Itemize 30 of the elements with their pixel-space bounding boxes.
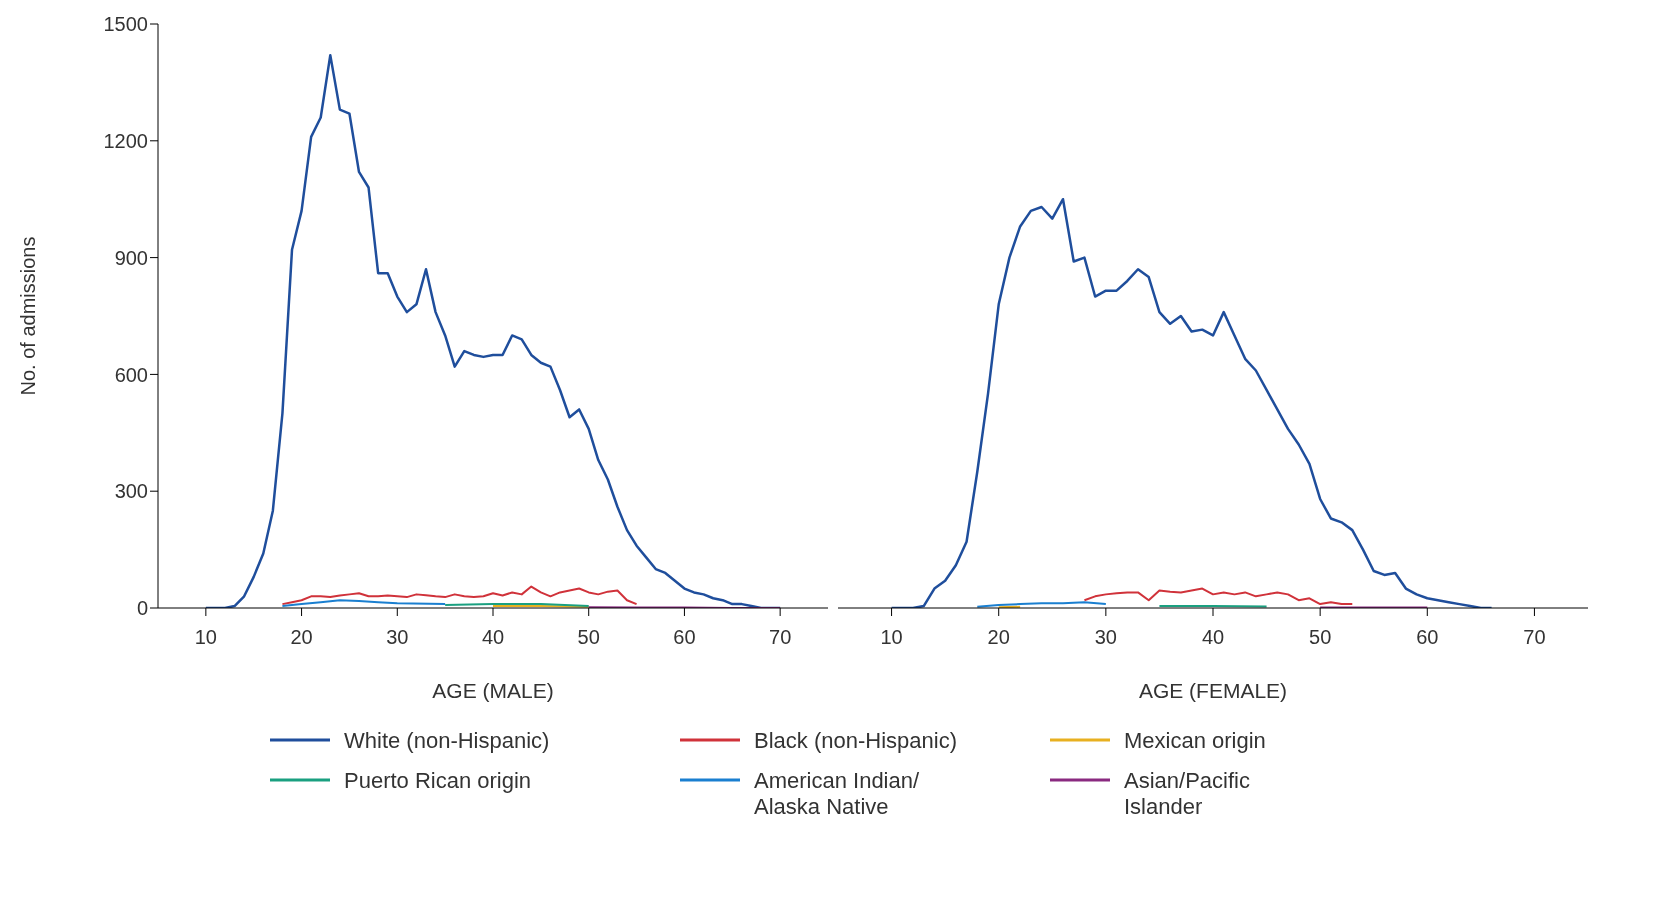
x-tick-label: 60 [673,626,696,649]
x-tick-label: 50 [577,626,600,649]
x-tick-label: 10 [194,626,217,649]
legend-label: Black (non-Hispanic) [754,728,958,754]
y-tick-label: 900 [114,246,148,269]
y-tick-label: 600 [114,363,148,386]
x-axis-title: AGE (MALE) [432,679,554,702]
x-tick-label: 70 [769,626,792,649]
x-tick-label: 10 [880,626,903,649]
y-tick-label: 300 [114,480,148,503]
y-tick-label: 1200 [103,129,148,152]
legend-label: Asian/Pacific Islander [1124,768,1251,820]
legend-label: Puerto Rican origin [344,768,533,794]
x-tick-label: 40 [481,626,505,649]
x-axis-title: AGE (FEMALE) [1138,679,1288,702]
x-tick-label: 30 [386,626,409,649]
legend-label: Mexican origin [1124,728,1267,754]
x-tick-label: 20 [290,626,313,649]
x-tick-label: 40 [1201,626,1225,649]
x-tick-label: 30 [1094,626,1117,649]
line-series [281,585,638,606]
legend-label: White (non-Hispanic) [344,728,551,754]
x-tick-label: 20 [987,626,1010,649]
legend-label: American Indian/ Alaska Native [754,768,921,820]
x-tick-label: 70 [1523,626,1546,649]
y-tick-label: 1500 [103,13,148,36]
y-axis-title: No. of admissions [17,236,40,396]
x-tick-label: 50 [1309,626,1332,649]
x-tick-label: 60 [1416,626,1439,649]
y-tick-label: 0 [136,597,148,620]
